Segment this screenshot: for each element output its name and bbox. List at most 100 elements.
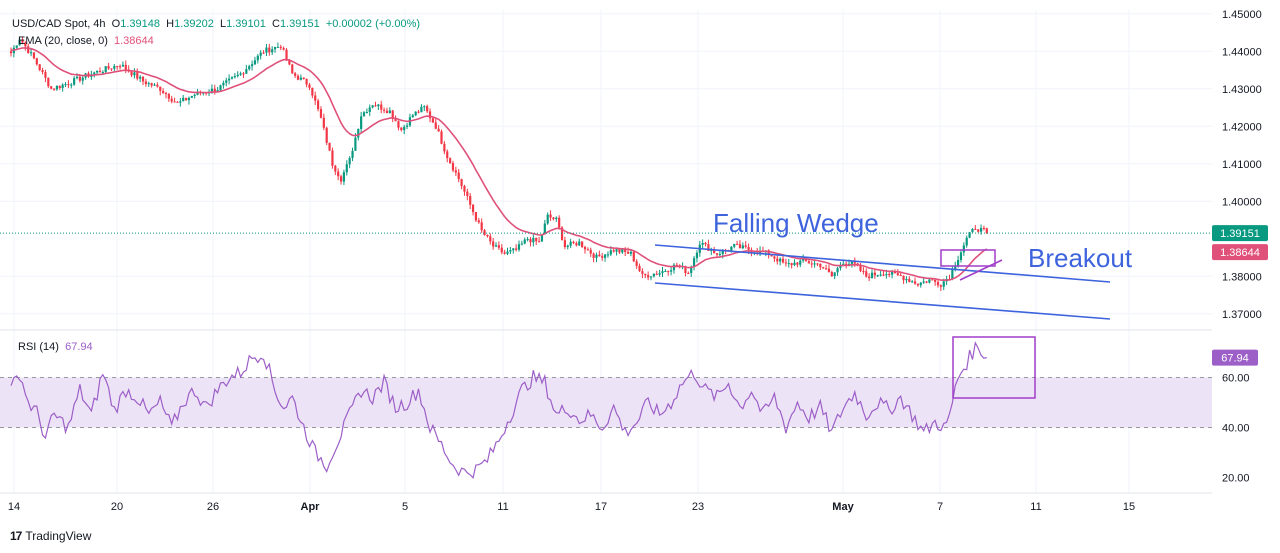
candle [962, 242, 965, 256]
candle [403, 124, 406, 135]
candle [736, 240, 739, 245]
rsi-band [0, 377, 1212, 428]
candle [824, 264, 828, 270]
candle [649, 276, 653, 281]
candle [228, 74, 231, 85]
candle [965, 235, 968, 248]
rsi-line [10, 340, 987, 480]
high-label: H [166, 18, 175, 30]
candle [184, 97, 188, 101]
candle [216, 86, 219, 92]
breakout-box [940, 249, 996, 267]
low-value: 1.39101 [226, 18, 266, 30]
price-pane[interactable]: Falling Wedge Breakout [0, 36, 1212, 320]
last-price-tag [1212, 225, 1268, 242]
candle [787, 258, 790, 268]
candle [259, 50, 262, 60]
candle [661, 266, 664, 278]
symbol-title[interactable]: USD/CAD Spot, 4h [12, 18, 106, 30]
candle [629, 249, 633, 257]
tradingview-logo-icon: 17 [10, 529, 22, 543]
candle [560, 226, 564, 241]
candle [446, 149, 449, 163]
candle [971, 228, 974, 233]
candle [779, 257, 782, 266]
candle [486, 234, 489, 238]
candle [64, 82, 67, 87]
candle [136, 68, 139, 81]
candle [865, 268, 868, 278]
candle [908, 276, 911, 283]
candle [96, 70, 99, 75]
candle [294, 71, 297, 79]
brand-footer[interactable]: 17 TradingView [10, 529, 91, 543]
candle [173, 97, 176, 103]
candle [311, 87, 314, 99]
candle [701, 239, 704, 249]
candle [87, 71, 90, 78]
candle [606, 251, 610, 258]
candle [316, 98, 320, 112]
high-value: 1.39202 [174, 18, 214, 30]
candle [98, 67, 102, 73]
candle [523, 237, 526, 245]
candle [351, 147, 354, 162]
candle [110, 68, 113, 72]
candle [141, 76, 145, 86]
ohlc-legend: USD/CAD Spot, 4h O1.39148 H1.39202 L1.39… [12, 18, 420, 30]
time-tick-label: 14 [8, 501, 20, 513]
candle [489, 233, 492, 245]
time-tick-label: 7 [937, 501, 943, 513]
rsi-axis[interactable]: 60.00 40.00 20.00 [1222, 373, 1250, 485]
time-tick-label: 17 [595, 501, 607, 513]
candle [167, 92, 170, 102]
time-axis[interactable]: 14 20 26 Apr 5 11 17 23 May 7 11 15 [8, 501, 1135, 513]
candle [348, 156, 351, 169]
candle [586, 247, 589, 251]
candle [888, 272, 891, 278]
candle [449, 157, 452, 164]
candle [391, 109, 394, 123]
candle [236, 71, 239, 78]
candle [67, 80, 70, 89]
candle [569, 238, 572, 249]
candle [862, 266, 865, 275]
ema-label[interactable]: EMA (20, close, 0) [18, 35, 108, 47]
candle [827, 264, 831, 273]
candle [239, 71, 242, 76]
time-tick-label: 11 [1030, 501, 1041, 513]
candle [549, 210, 552, 221]
rsi-label[interactable]: RSI (14) [18, 341, 59, 353]
candle [563, 236, 567, 250]
candle [936, 279, 940, 288]
candle [428, 108, 432, 123]
candle [248, 64, 251, 71]
candle [790, 262, 793, 269]
time-tick-label: Apr [301, 501, 321, 513]
rsi-tag-text: 67.94 [1221, 353, 1249, 365]
candle [170, 95, 173, 104]
rsi-tick-label: 20.00 [1222, 473, 1250, 485]
rsi-pane[interactable] [0, 336, 1212, 480]
candle [738, 240, 742, 249]
price-axis[interactable]: 1.45000 1.44000 1.43000 1.42000 1.41000 1.400… [1222, 9, 1262, 321]
falling-wedge-label: Falling Wedge [713, 208, 879, 238]
candle [417, 109, 420, 114]
candle [919, 282, 922, 288]
price-tick-label: 1.40000 [1222, 196, 1262, 208]
candle [868, 273, 871, 282]
candle [18, 36, 21, 46]
candle [615, 248, 618, 256]
candle [443, 141, 446, 155]
candle [925, 280, 928, 284]
candle [176, 101, 179, 103]
candle [397, 120, 400, 131]
candle [47, 77, 50, 88]
candle [515, 244, 518, 252]
candle [928, 278, 931, 284]
candle [52, 88, 56, 91]
candle [793, 259, 796, 267]
rsi-tick-label: 40.00 [1222, 423, 1250, 435]
candle [322, 113, 325, 131]
